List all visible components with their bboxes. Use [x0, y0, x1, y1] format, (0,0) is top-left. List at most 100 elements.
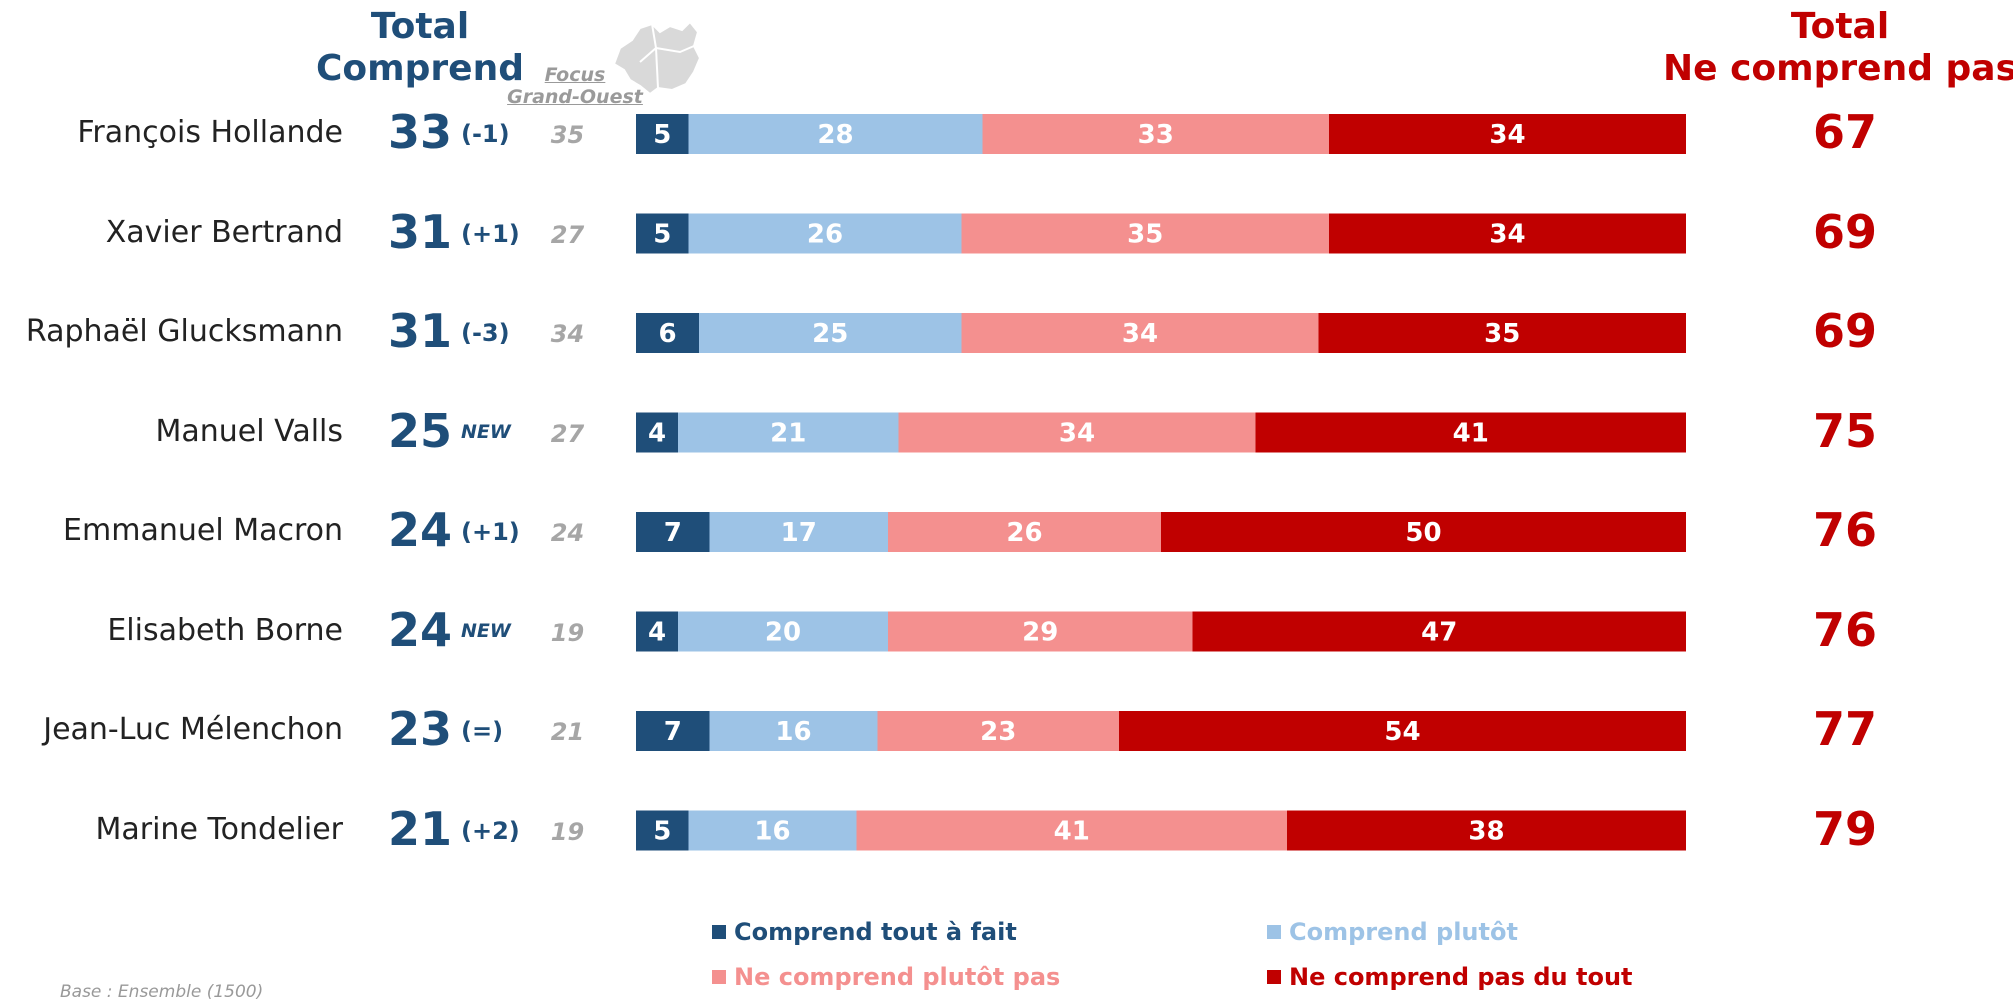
bar-segment-tout-a-fait [636, 114, 689, 154]
bar-segment-tout-a-fait [636, 810, 689, 851]
bar-data-label: 5 [653, 817, 671, 847]
bar-data-label: 17 [781, 518, 817, 548]
total-ne-comprend-pas-value: 76 [1812, 602, 1877, 657]
candidate-name: Jean-Luc Mélenchon [43, 712, 343, 747]
legend-item-plutot: Comprend plutôt [1267, 918, 1518, 946]
bar-data-label: 34 [1059, 419, 1095, 449]
bar-segment-plutot [699, 313, 962, 353]
bar-data-label: 33 [1138, 120, 1174, 150]
base-note: Base : Ensemble (1500) [60, 982, 264, 1002]
bar-data-label: 41 [1453, 419, 1489, 449]
header-total-ne-comprend-pas: Total Ne comprend pas [1660, 6, 2013, 91]
total-comprend-value: 33 [388, 105, 453, 159]
legend-item-pas-du-tout: Ne comprend pas du tout [1267, 963, 1633, 991]
header-total-comprend: Total Comprend [300, 6, 540, 91]
evolution-value: (+1) [461, 518, 520, 546]
bar-segment-plutot-pas [877, 711, 1119, 751]
total-comprend-value: 25 [388, 403, 453, 458]
bar-segment-plutot [688, 114, 983, 154]
bar-data-label: 4 [648, 419, 666, 449]
focus-grand-ouest-value: 24 [550, 519, 585, 547]
total-comprend-value: 24 [388, 602, 453, 657]
total-ne-comprend-pas-value: 69 [1812, 204, 1877, 259]
bar-segment-plutot [678, 611, 888, 652]
bar-data-label: 16 [754, 817, 790, 847]
bar-segment-pas-du-tout [1329, 213, 1686, 254]
legend-item-tout-a-fait: Comprend tout à fait [712, 918, 1017, 946]
legend-swatch-plutot [1267, 925, 1281, 939]
bar-data-label: 54 [1384, 717, 1420, 747]
candidate-name: Raphaël Glucksmann [25, 314, 343, 349]
candidate-name: Emmanuel Macron [63, 513, 343, 548]
candidate-name: Manuel Valls [155, 413, 344, 449]
focus-grand-ouest-value: 34 [550, 320, 585, 348]
bar-data-label: 29 [1022, 618, 1058, 648]
candidate-name: Marine Tondelier [95, 811, 344, 847]
total-ne-comprend-pas-value: 67 [1812, 105, 1877, 159]
bar-data-label: 23 [980, 717, 1016, 747]
focus-grand-ouest-value: 27 [550, 419, 585, 448]
bar-segment-pas-du-tout [1329, 114, 1686, 154]
bar-segment-tout-a-fait [636, 711, 710, 751]
legend-swatch-plutot-pas [712, 970, 726, 984]
legend-label-plutot-pas: Ne comprend plutôt pas [734, 963, 1061, 991]
evolution-value: NEW [461, 420, 511, 443]
bar-data-label: 35 [1484, 319, 1520, 349]
evolution-value: (+1) [461, 219, 520, 248]
header-total-comprend-line2: Comprend [315, 48, 524, 90]
bar-segment-plutot-pas [982, 114, 1329, 154]
bar-data-label: 25 [812, 319, 848, 349]
bar-data-label: 38 [1468, 817, 1504, 847]
bar-data-label: 21 [770, 419, 806, 449]
bar-segment-tout-a-fait [636, 213, 689, 254]
evolution-value: NEW [461, 619, 511, 642]
bar-data-label: 6 [658, 319, 676, 349]
bar-segment-pas-du-tout [1192, 611, 1686, 652]
bar-data-label: 34 [1489, 120, 1525, 150]
candidate-name: Elisabeth Borne [107, 612, 343, 648]
bar-data-label: 28 [817, 120, 853, 150]
bar-data-label: 26 [807, 220, 843, 250]
focus-grand-ouest-value: 27 [550, 220, 585, 249]
candidate-name: François Hollande [77, 115, 343, 150]
legend-swatch-pas-du-tout [1267, 970, 1281, 984]
bar-segment-plutot [688, 810, 857, 851]
bar-data-label: 50 [1405, 518, 1441, 548]
total-comprend-value: 31 [388, 204, 453, 259]
bar-segment-plutot [678, 412, 899, 453]
evolution-value: (+2) [461, 816, 520, 845]
focus-grand-ouest-value: 19 [550, 618, 585, 647]
total-comprend-value: 21 [388, 801, 453, 856]
focus-grand-ouest-value: 19 [550, 817, 585, 846]
focus-grand-ouest-header: Focus Grand-Ouest [500, 64, 650, 109]
bar-segment-pas-du-tout [1161, 512, 1686, 552]
legend-swatch-tout-a-fait [712, 925, 726, 939]
bar-data-label: 26 [1006, 518, 1042, 548]
bar-segment-tout-a-fait [636, 512, 710, 552]
bar-data-label: 34 [1122, 319, 1158, 349]
bar-data-label: 5 [653, 220, 671, 250]
bar-segment-plutot-pas [898, 412, 1256, 453]
bar-segment-pas-du-tout [1287, 810, 1686, 851]
bar-segment-plutot-pas [961, 213, 1329, 254]
bar-data-label: 4 [648, 618, 666, 648]
legend-label-plutot: Comprend plutôt [1289, 918, 1518, 946]
grand-ouest-map-icon [612, 20, 702, 96]
bar-segment-pas-du-tout [1318, 313, 1686, 353]
focus-header-line1: Focus [544, 64, 606, 86]
candidate-name: Xavier Bertrand [105, 214, 343, 250]
bar-segment-plutot [688, 213, 962, 254]
bar-segment-tout-a-fait [636, 611, 678, 652]
bar-segment-pas-du-tout [1119, 711, 1686, 751]
evolution-value: (=) [461, 717, 504, 745]
focus-grand-ouest-value: 21 [550, 718, 585, 746]
header-total-ncp-line2: Ne comprend pas [1662, 48, 2013, 90]
legend-item-plutot-pas: Ne comprend plutôt pas [712, 963, 1060, 991]
bar-segment-tout-a-fait [636, 313, 699, 353]
total-ne-comprend-pas-value: 76 [1812, 503, 1877, 557]
total-ne-comprend-pas-value: 77 [1812, 702, 1877, 756]
bar-segment-plutot [709, 512, 888, 552]
bar-segment-plutot-pas [888, 512, 1161, 552]
header-total-ncp-line1: Total [1790, 6, 1890, 47]
